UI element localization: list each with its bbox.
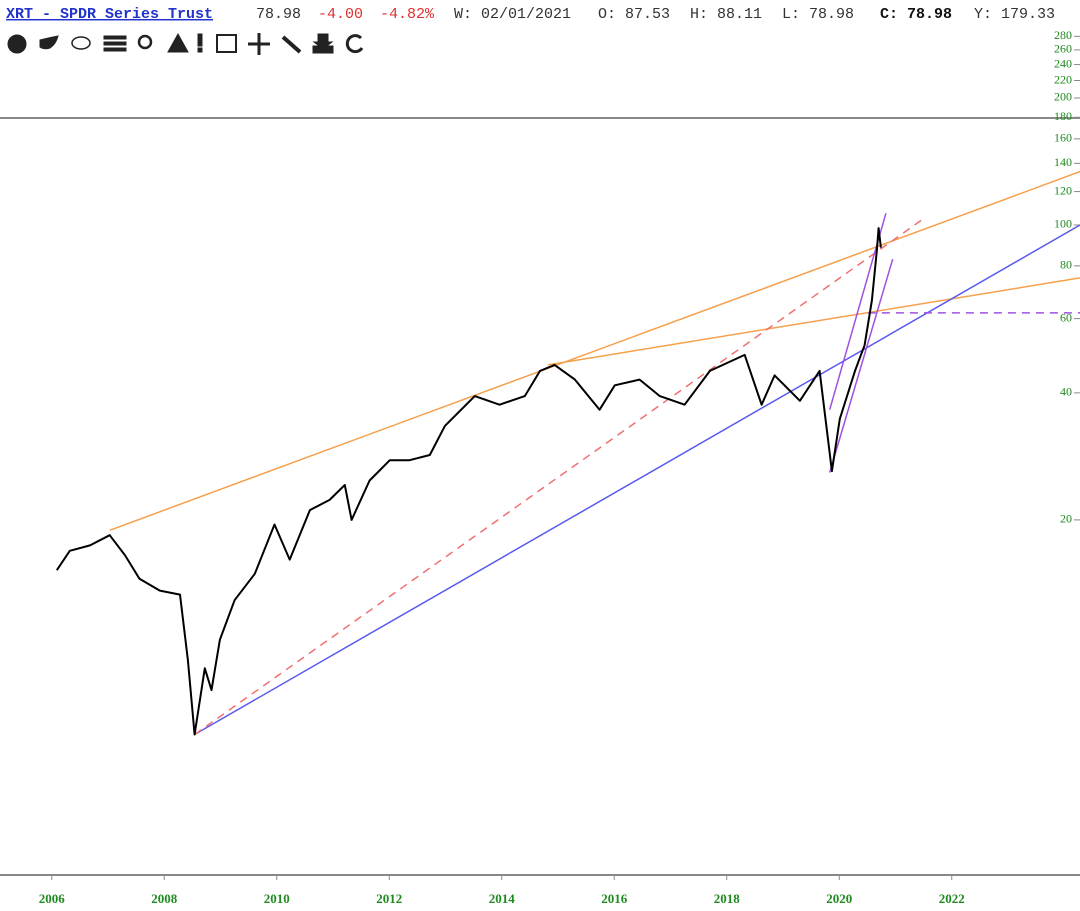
x-tick-label: 2006 [39,891,66,906]
trendline [194,217,926,736]
change-pct: -4.82% [380,6,435,23]
calendar-icon[interactable] [216,34,237,53]
y-tick-label: 160 [1054,131,1072,145]
search-icon[interactable] [137,34,153,50]
price-line [55,227,882,736]
x-tick-label: 2012 [376,891,402,906]
trendline [194,224,1080,736]
list-icon[interactable] [103,35,127,40]
dashboard-icon[interactable] [7,34,27,54]
y-tick-label: 80 [1060,258,1072,272]
date: W: 02/01/2021 [454,6,571,23]
y-tick-label: 220 [1054,72,1072,86]
symbol-link[interactable]: XRT - SPDR Series Trust [6,6,213,23]
y-tick-label: 140 [1054,155,1072,169]
trendline [109,170,1080,532]
y-tick-label: 60 [1060,310,1072,324]
y-tick-label: 100 [1054,217,1072,231]
trendline [547,277,1080,366]
open: O: 87.53 [598,6,670,23]
comment-icon[interactable] [71,36,91,50]
alert-icon[interactable] [197,33,203,47]
change: -4.00 [318,6,363,23]
y-tick-label: 180 [1054,109,1072,123]
refresh-icon[interactable] [345,34,364,54]
x-tick-label: 2020 [826,891,852,906]
y-tick-label: 280 [1054,28,1072,42]
x-tick-label: 2018 [714,891,741,906]
toolbar [7,32,364,55]
twitter-icon[interactable] [39,35,59,50]
x-tick-label: 2014 [489,891,516,906]
last-price: 78.98 [256,6,301,23]
download-icon[interactable] [312,33,334,54]
y-tick-label: 120 [1054,183,1072,197]
triangle-icon[interactable] [167,32,189,53]
x-tick-label: 2008 [151,891,178,906]
y-tick-label: 200 [1054,90,1072,104]
x-tick-label: 2010 [264,891,290,906]
trendline [828,258,894,473]
y-tick-label: 40 [1060,385,1072,399]
high: H: 88.11 [690,6,762,23]
list-icon-2 [103,41,127,46]
alert-dot [197,47,203,53]
y-tick-label: 260 [1054,42,1072,56]
y-tick-label: 240 [1054,56,1072,70]
low: L: 78.98 [782,6,854,23]
y-tick-label: 20 [1060,512,1072,526]
move-icon[interactable] [248,33,270,55]
link-icon[interactable] [281,35,302,54]
x-tick-label: 2016 [601,891,628,906]
year-high: Y: 179.33 [974,6,1055,23]
close: C: 78.98 [880,6,952,23]
list-icon-3 [103,47,127,52]
x-tick-label: 2022 [939,891,965,906]
